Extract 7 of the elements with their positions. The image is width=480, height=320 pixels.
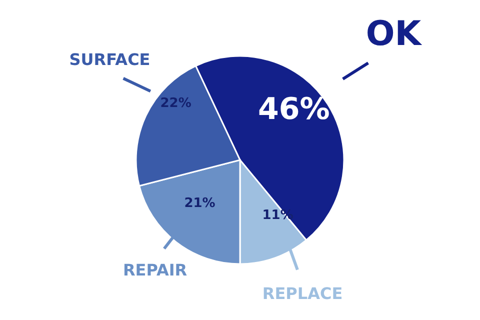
data-label: 46% bbox=[258, 92, 330, 128]
data-label: 21% bbox=[184, 196, 216, 211]
slice-label: REPAIR bbox=[122, 260, 188, 280]
slice-label: REPLACE bbox=[262, 284, 343, 303]
slice-label: SURFACE bbox=[69, 50, 150, 70]
slice-label: OK bbox=[366, 14, 423, 54]
data-label: 22% bbox=[160, 96, 192, 112]
